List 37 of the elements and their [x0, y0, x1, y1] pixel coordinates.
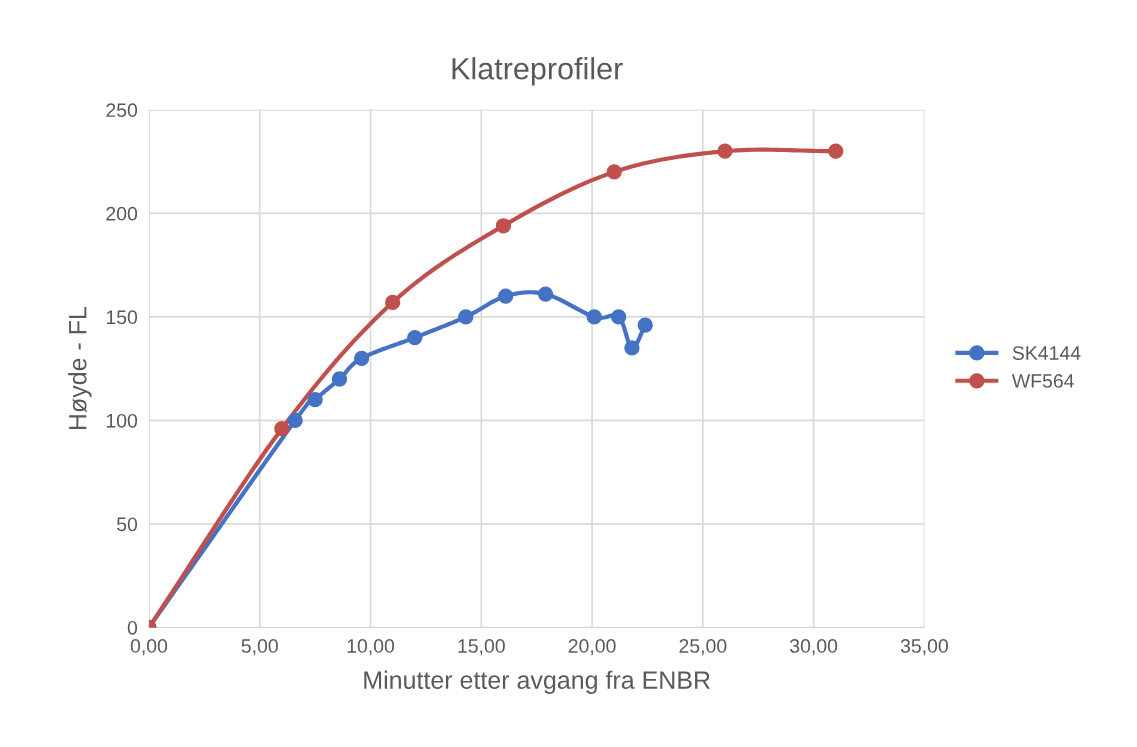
y-tick-label: 0 — [127, 620, 138, 635]
y-tick-label: 150 — [106, 310, 138, 325]
point — [586, 309, 602, 325]
point — [717, 143, 733, 159]
point — [537, 286, 554, 302]
x-tick-label: 25,00 — [679, 639, 727, 656]
point — [495, 218, 512, 234]
x-axis-title: Minutter etter avgang fra ENBR — [364, 670, 710, 694]
point — [287, 412, 303, 429]
legend-label: SK4144 — [1012, 346, 1081, 360]
point — [606, 164, 622, 180]
x-tick-label: 15,00 — [458, 639, 505, 656]
point — [624, 340, 640, 356]
y-tick-label: 250 — [106, 103, 138, 118]
y-tick-label: 200 — [106, 206, 138, 221]
x-tick-label: 0,00 — [130, 639, 168, 656]
point — [458, 309, 474, 325]
y-tick-label: 100 — [106, 413, 138, 428]
point — [274, 421, 290, 437]
x-tick-label: 5,00 — [241, 639, 278, 656]
y-tick-label: 50 — [116, 517, 138, 532]
point — [610, 309, 627, 325]
legend-label: WF564 — [1011, 374, 1074, 388]
point — [331, 371, 348, 387]
chart-title: Klatreprofiler — [452, 57, 623, 86]
point — [498, 288, 514, 304]
y-axis-title: Høyde - FL — [68, 306, 92, 430]
x-tick-label: 20,00 — [568, 639, 616, 656]
point — [828, 143, 844, 159]
point — [385, 294, 401, 311]
x-tick-label: 10,00 — [347, 639, 395, 656]
point — [307, 392, 323, 408]
point — [637, 317, 653, 333]
point — [353, 350, 370, 366]
x-tick-label: 30,00 — [790, 639, 838, 656]
point — [407, 329, 423, 346]
x-tick-label: 35,00 — [900, 639, 948, 656]
